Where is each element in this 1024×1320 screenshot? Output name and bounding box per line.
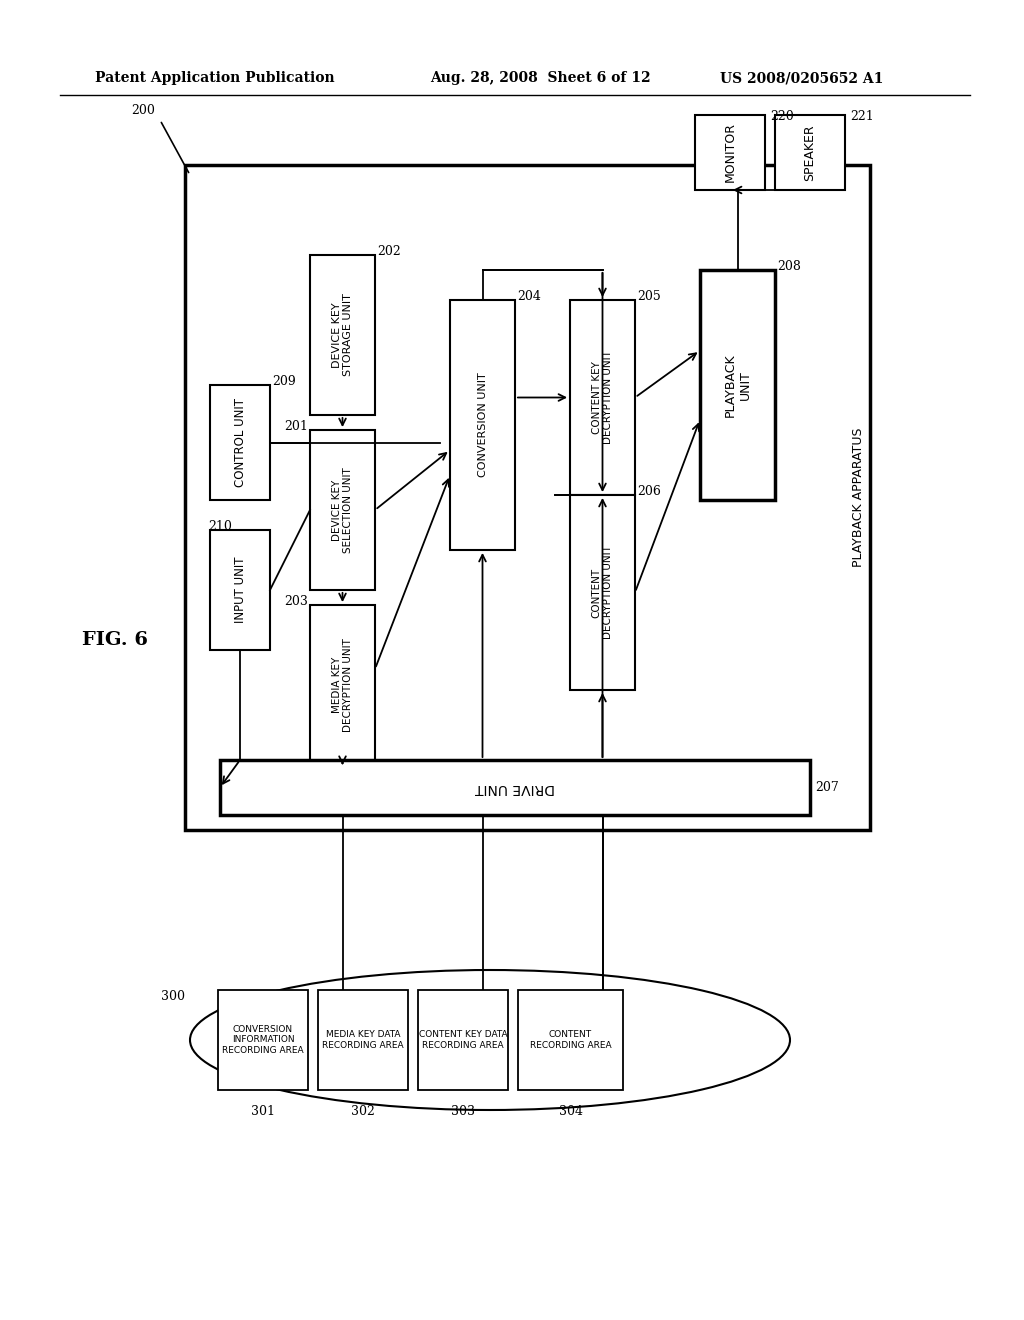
Bar — [210, 385, 270, 500]
Ellipse shape — [190, 970, 790, 1110]
Text: 301: 301 — [251, 1105, 275, 1118]
Text: FIG. 6: FIG. 6 — [82, 631, 148, 649]
Text: 202: 202 — [377, 246, 400, 257]
Text: SPEAKER: SPEAKER — [804, 124, 816, 181]
Bar — [220, 760, 810, 814]
Text: MEDIA KEY
DECRYPTION UNIT: MEDIA KEY DECRYPTION UNIT — [332, 638, 353, 731]
Bar — [695, 115, 765, 190]
Text: CONTROL UNIT: CONTROL UNIT — [233, 399, 247, 487]
Text: CONTENT
DECRYPTION UNIT: CONTENT DECRYPTION UNIT — [592, 545, 613, 639]
Bar — [318, 990, 408, 1090]
Text: US 2008/0205652 A1: US 2008/0205652 A1 — [720, 71, 884, 84]
Bar — [185, 165, 870, 830]
Text: 205: 205 — [637, 290, 660, 304]
Bar — [570, 495, 635, 690]
Text: 200: 200 — [131, 103, 155, 116]
Text: INPUT UNIT: INPUT UNIT — [233, 557, 247, 623]
Text: 302: 302 — [351, 1105, 375, 1118]
Text: 303: 303 — [451, 1105, 475, 1118]
Text: DRIVE UNIT: DRIVE UNIT — [475, 780, 555, 795]
Text: 221: 221 — [850, 110, 873, 123]
Bar — [518, 990, 623, 1090]
Bar — [775, 115, 845, 190]
Text: MEDIA KEY DATA
RECORDING AREA: MEDIA KEY DATA RECORDING AREA — [323, 1031, 403, 1049]
Bar — [310, 430, 375, 590]
Text: PLAYBACK APPARATUS: PLAYBACK APPARATUS — [852, 428, 864, 568]
Text: 300: 300 — [161, 990, 185, 1003]
Bar — [700, 271, 775, 500]
Text: 204: 204 — [517, 290, 541, 304]
Text: Aug. 28, 2008  Sheet 6 of 12: Aug. 28, 2008 Sheet 6 of 12 — [430, 71, 650, 84]
Bar — [450, 300, 515, 550]
Bar — [570, 300, 635, 495]
Text: 210: 210 — [208, 520, 231, 533]
Text: CONTENT KEY
DECRYPTION UNIT: CONTENT KEY DECRYPTION UNIT — [592, 351, 613, 445]
Bar — [218, 990, 308, 1090]
Text: 203: 203 — [284, 595, 308, 609]
Text: 207: 207 — [815, 781, 839, 795]
Bar — [310, 255, 375, 414]
Text: DEVICE KEY
SELECTION UNIT: DEVICE KEY SELECTION UNIT — [332, 467, 353, 553]
Text: Patent Application Publication: Patent Application Publication — [95, 71, 335, 84]
Bar — [418, 990, 508, 1090]
Text: 201: 201 — [284, 420, 308, 433]
Text: CONTENT KEY DATA
RECORDING AREA: CONTENT KEY DATA RECORDING AREA — [419, 1031, 507, 1049]
Bar — [210, 531, 270, 649]
Text: 220: 220 — [770, 110, 794, 123]
Text: 209: 209 — [272, 375, 296, 388]
Text: CONTENT
RECORDING AREA: CONTENT RECORDING AREA — [529, 1031, 611, 1049]
Text: 304: 304 — [558, 1105, 583, 1118]
Text: 206: 206 — [637, 484, 660, 498]
Text: CONVERSION UNIT: CONVERSION UNIT — [477, 372, 487, 478]
Text: PLAYBACK
UNIT: PLAYBACK UNIT — [724, 354, 752, 417]
Bar — [310, 605, 375, 766]
Text: MONITOR: MONITOR — [724, 123, 736, 182]
Text: 208: 208 — [777, 260, 801, 273]
Text: CONVERSION
INFORMATION
RECORDING AREA: CONVERSION INFORMATION RECORDING AREA — [222, 1026, 304, 1055]
Text: DEVICE KEY
STORAGE UNIT: DEVICE KEY STORAGE UNIT — [332, 293, 353, 376]
